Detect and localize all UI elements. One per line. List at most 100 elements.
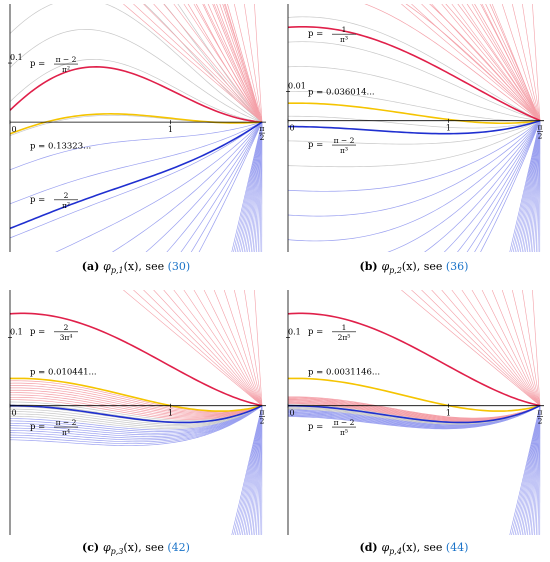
family-curve [195,4,263,123]
family-curve [522,290,541,406]
family-curve [254,4,263,123]
caption-panel-label: (c) [82,541,103,554]
family-curve [10,405,263,429]
family-curve [180,121,263,252]
caption-func: φ [381,260,389,273]
y-tick-label: 0.01 [288,82,306,91]
family-curve [10,405,263,431]
curve-label-red: p = [308,327,323,337]
family-curve [213,290,263,406]
caption-panel-label: (b) [360,260,382,273]
highlight-curve-blue [10,121,263,230]
family-curve [511,290,541,406]
family-curve [532,4,541,121]
family-curve [10,396,263,419]
family-curve [461,4,541,121]
caption-func: φ [103,541,111,554]
caption-panel-label: (a) [82,260,103,273]
y-tick-label: 0.1 [288,328,301,337]
caption-sub: p,1 [111,266,124,275]
family-curve [288,120,541,145]
family-curve [288,66,541,121]
curve-label-num: π − 2 [56,55,77,64]
family-curve [532,290,541,406]
x-tick-label: 0 [11,409,16,418]
family-curve [522,4,541,121]
caption-sub: p,2 [389,266,402,275]
x-tick-label: 1 [168,125,173,134]
family-curve [288,120,541,168]
curve-label-den: 3π⁴ [60,333,73,342]
family-curve [10,405,263,443]
curve-label-red: p = [30,327,45,337]
family-curve [401,290,541,406]
x-tick-label: 1 [446,409,451,418]
family-curve [288,41,541,121]
family-curve [207,4,263,123]
family-curve [153,4,263,123]
family-curve [10,114,263,137]
family-curve [491,290,541,406]
y-tick-label: 0.1 [10,53,23,62]
family-curve [10,405,263,436]
highlight-curve-yellow [10,377,263,412]
family-curve [288,120,541,217]
family-curve [244,4,263,123]
family-curve [421,290,541,406]
panel-caption: (a) φp,1(x), see (30) [82,260,190,275]
family-curve [212,4,263,123]
caption-func: φ [381,541,389,554]
curve-label-den: π⁵ [340,428,348,437]
panel-caption: (d) φp,4(x), see (44) [360,541,469,556]
x-tick-label: 1 [446,124,451,133]
family-curve [133,290,263,406]
family-curve [451,4,541,121]
family-curve [451,290,541,406]
y-tick-label: 0.1 [10,328,23,337]
family-curve [10,121,263,239]
highlight-curve-red [10,312,263,407]
family-curve [202,4,263,123]
curve-label-yellow: p = 0.010441... [30,368,97,378]
family-curve [457,4,541,121]
family-curve [133,4,263,123]
curve-label-den: π³ [340,35,348,44]
family-curve [203,290,263,406]
family-curve [145,121,263,252]
family-curve [143,4,263,123]
curve-label-yellow: p = 0.0031146... [308,368,380,378]
family-curve [10,401,263,421]
family-curve [223,290,263,406]
x-tick-label: 0 [289,124,294,133]
highlight-curve-blue [10,404,263,424]
family-curve [198,121,263,252]
caption-arg: (x), see [124,260,168,273]
family-curve [445,4,541,121]
family-curve [485,4,541,121]
family-curve [143,290,263,406]
family-curve [421,4,541,121]
plot-area [10,290,263,535]
family-curve [411,4,541,121]
caption-sub: p,3 [111,547,124,556]
family-curve [288,396,541,419]
curve-label-yellow: p = 0.13323... [30,142,91,152]
family-curve [123,4,263,123]
family-curve [190,121,263,252]
curve-label-yellow: p = 0.036014... [308,88,375,98]
family-curve [481,290,541,406]
family-curve [173,4,263,123]
curve-label-den: π² [62,201,70,210]
caption-arg: (x), see [402,541,446,554]
family-curve [474,121,541,252]
family-curve [501,290,541,406]
family-curve [489,4,541,121]
x-tick-label: 1 [168,409,173,418]
family-curve [10,121,263,205]
family-curve [10,389,263,416]
family-curve [10,405,263,446]
curve-label-blue: p = [30,195,45,205]
